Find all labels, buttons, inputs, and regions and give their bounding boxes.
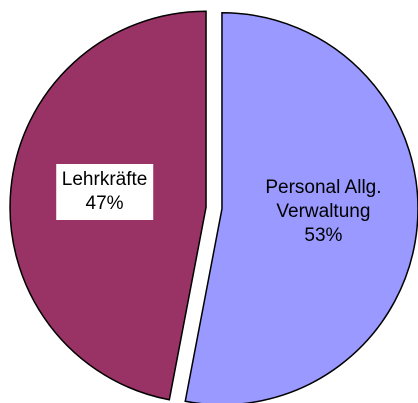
slice-label: Lehrkräfte 47% — [55, 163, 154, 220]
pie-slice — [184, 12, 418, 403]
value-label: 53% — [304, 225, 343, 247]
value-label: 47% — [85, 192, 124, 214]
category-label: Personal Allg. Verwaltung — [265, 177, 382, 223]
category-label: Lehrkräfte — [61, 168, 148, 190]
slice-label: Personal Allg. Verwaltung 53% — [253, 176, 393, 248]
